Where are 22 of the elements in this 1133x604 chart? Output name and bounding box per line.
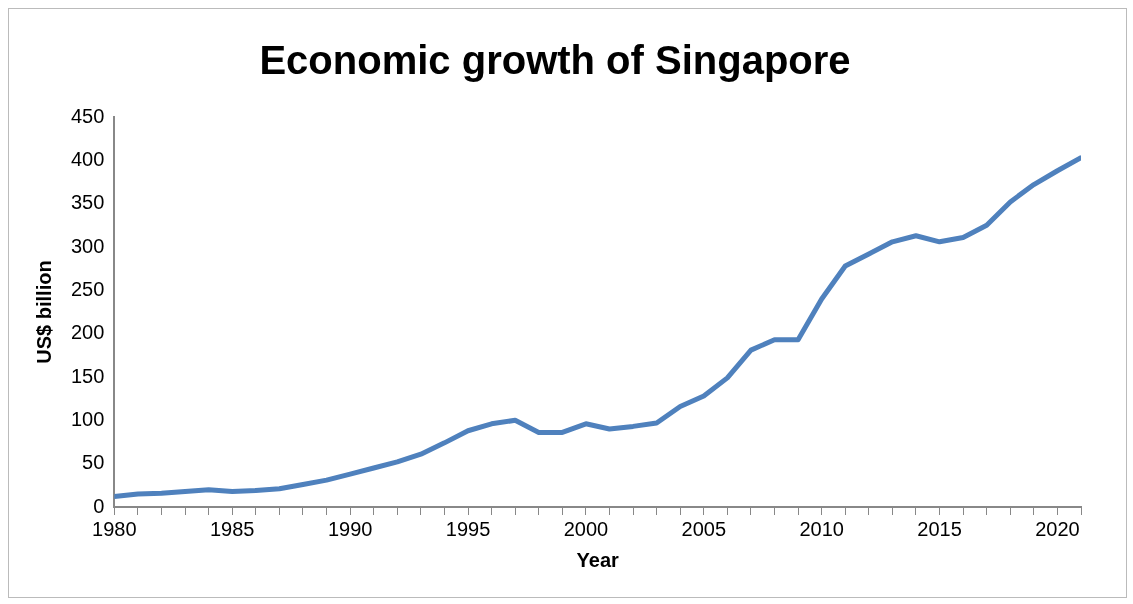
x-axis-title: Year xyxy=(576,548,620,571)
y-tick-label: 150 xyxy=(70,364,105,387)
y-tick-label: 400 xyxy=(70,147,105,170)
x-tick-label: 2020 xyxy=(1035,517,1080,540)
y-tick-label: 250 xyxy=(70,277,105,300)
x-tick-label: 1985 xyxy=(210,517,255,540)
x-tick-label: 2010 xyxy=(799,517,844,540)
y-tick-label: 0 xyxy=(93,494,105,517)
y-tick-label: 300 xyxy=(70,234,105,257)
y-tick-label: 100 xyxy=(70,407,105,430)
x-tick-label: 2005 xyxy=(681,517,727,540)
x-tick-label: 1995 xyxy=(445,517,491,540)
y-tick-label: 200 xyxy=(70,321,105,344)
chart-title: Economic growth of Singapore xyxy=(259,38,851,83)
y-tick-label: 50 xyxy=(82,451,105,474)
x-tick-label: 2015 xyxy=(917,517,962,540)
x-tick-label: 1980 xyxy=(92,517,137,540)
y-axis-title: US$ billion xyxy=(32,260,55,364)
y-tick-label: 450 xyxy=(70,104,105,127)
y-tick-label: 350 xyxy=(70,191,105,214)
x-tick-label: 2000 xyxy=(563,517,609,540)
x-tick-label: 1990 xyxy=(327,517,373,540)
